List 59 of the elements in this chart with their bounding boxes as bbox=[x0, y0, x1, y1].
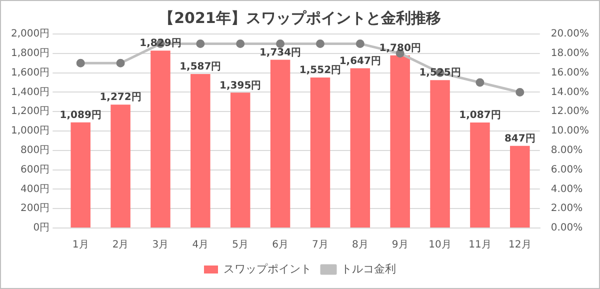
bar bbox=[310, 77, 330, 228]
y2-tick-label: 10.00% bbox=[550, 126, 590, 137]
x-tick-label: 11月 bbox=[468, 240, 492, 251]
x-tick-label: 2月 bbox=[112, 240, 129, 251]
x-tick-label: 10月 bbox=[428, 240, 452, 251]
data-label: 1,089円 bbox=[60, 110, 102, 121]
y-tick-label: 1,800円 bbox=[10, 48, 50, 59]
y2-tick-label: 20.00% bbox=[550, 28, 590, 40]
y-tick-label: 400円 bbox=[20, 184, 50, 195]
data-label: 1,780円 bbox=[379, 42, 421, 54]
y-tick-label: 1,400円 bbox=[10, 86, 50, 98]
y-tick-label: 800円 bbox=[20, 144, 50, 156]
x-tick-label: 3月 bbox=[152, 240, 169, 251]
y2-tick-label: 12.00% bbox=[550, 106, 590, 118]
bar bbox=[430, 80, 450, 228]
y2-tick-label: 2.00% bbox=[550, 203, 583, 214]
chart-title: 【2021年】スワップポイントと金利推移 bbox=[159, 8, 441, 27]
y2-tick-label: 14.00% bbox=[550, 86, 590, 98]
bar bbox=[510, 146, 530, 228]
legend-label: スワップポイント bbox=[224, 262, 312, 276]
x-tick-label: 5月 bbox=[232, 240, 249, 251]
y2-tick-label: 4.00% bbox=[550, 184, 583, 195]
bar bbox=[470, 122, 490, 228]
x-tick-label: 8月 bbox=[352, 240, 368, 251]
bar bbox=[270, 60, 290, 228]
x-tick-label: 12月 bbox=[508, 240, 532, 251]
data-label: 1,552円 bbox=[299, 65, 342, 76]
y-tick-label: 1,000円 bbox=[10, 126, 50, 137]
x-tick-label: 7月 bbox=[312, 240, 328, 251]
data-label: 1,587円 bbox=[180, 62, 222, 73]
data-label: 847円 bbox=[504, 133, 536, 144]
data-label: 1,272円 bbox=[100, 92, 142, 104]
y-tick-label: 200円 bbox=[20, 203, 50, 214]
data-label: 1,647円 bbox=[339, 56, 381, 67]
y-tick-label: 0円 bbox=[33, 222, 50, 234]
bar bbox=[350, 68, 370, 228]
bar bbox=[230, 92, 250, 228]
data-label: 1,087円 bbox=[459, 110, 501, 122]
y-tick-label: 1,600円 bbox=[10, 67, 50, 78]
bar bbox=[390, 55, 410, 228]
bar bbox=[70, 122, 90, 228]
x-tick-label: 1月 bbox=[72, 240, 89, 251]
y2-tick-label: 8.00% bbox=[550, 144, 583, 156]
y-tick-label: 2,000円 bbox=[10, 28, 50, 40]
bar bbox=[110, 104, 130, 228]
data-label: 1,734円 bbox=[259, 47, 302, 58]
y2-tick-label: 6.00% bbox=[550, 164, 583, 176]
y2-tick-label: 16.00% bbox=[550, 67, 590, 78]
bar bbox=[190, 74, 210, 228]
y-tick-label: 1,200円 bbox=[10, 106, 50, 118]
y2-tick-label: 0.00% bbox=[550, 222, 583, 234]
x-tick-label: 9月 bbox=[392, 240, 408, 251]
x-tick-label: 4月 bbox=[192, 240, 209, 251]
legend-label: トルコ金利 bbox=[341, 262, 396, 276]
y2-tick-label: 18.00% bbox=[550, 48, 590, 59]
y-tick-label: 600円 bbox=[20, 164, 50, 176]
data-label: 1,395円 bbox=[220, 80, 262, 92]
bar bbox=[150, 50, 170, 228]
x-tick-label: 6月 bbox=[272, 240, 288, 251]
